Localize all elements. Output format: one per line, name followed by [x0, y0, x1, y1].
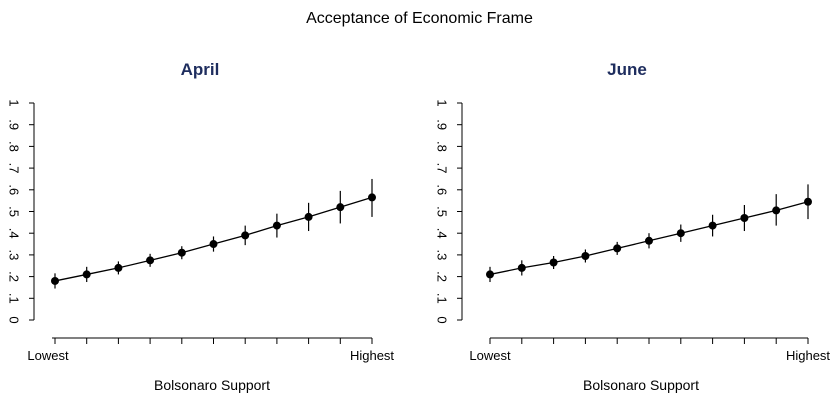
y-tick-label: 1	[7, 99, 22, 106]
x-axis-label: Bolsonaro Support	[583, 377, 699, 393]
data-point	[708, 221, 717, 230]
x-tick-label-highest: Highest	[350, 348, 394, 363]
y-tick-label: .5	[435, 206, 450, 217]
y-tick-label: .3	[7, 249, 22, 260]
y-tick-label: .4	[435, 228, 450, 239]
y-tick-label: 0	[435, 316, 450, 323]
data-point	[772, 206, 781, 215]
y-tick-label: 0	[7, 316, 22, 323]
panel-title-june: June	[607, 60, 647, 79]
data-point	[549, 258, 558, 267]
points-june	[486, 197, 812, 279]
data-point	[368, 193, 376, 202]
data-point	[304, 212, 313, 221]
data-point	[740, 214, 749, 223]
data-point	[241, 231, 250, 240]
data-point	[645, 236, 653, 245]
y-tick-label: .8	[7, 141, 22, 152]
data-point	[517, 263, 526, 272]
y-tick-label: 1	[435, 99, 450, 106]
y-tick-label: .7	[435, 163, 450, 174]
data-point	[51, 276, 59, 285]
error-bars-april	[54, 178, 373, 289]
x-tick-label-lowest: Lowest	[469, 348, 511, 363]
data-point	[336, 203, 345, 212]
y-tick-label: .2	[7, 271, 22, 282]
y-tick-label: .1	[7, 293, 22, 304]
panel-title-april: April	[181, 60, 220, 79]
x-axis-label: Bolsonaro Support	[154, 377, 270, 393]
y-tick-label: .1	[435, 293, 450, 304]
y-tick-label: .7	[7, 163, 22, 174]
y-tick-label: .9	[435, 119, 450, 130]
y-ticks-june: 0 .1 .2 .3 .4 .5 .6 .7 .8 .9 1	[435, 99, 462, 324]
data-point	[272, 221, 281, 230]
y-tick-label: .3	[435, 249, 450, 260]
data-point	[114, 263, 123, 272]
y-tick-label: .8	[435, 141, 450, 152]
data-point	[486, 270, 494, 279]
y-tick-label: .6	[435, 184, 450, 195]
y-tick-label: .9	[7, 119, 22, 130]
y-tick-label: .2	[435, 271, 450, 282]
panel-april: April Lowest Highest Bolsonaro Support 0…	[7, 60, 395, 393]
data-point	[209, 240, 218, 249]
chart-title: Acceptance of Economic Frame	[306, 10, 533, 27]
y-ticks-april: 0 .1 .2 .3 .4 .5 .6 .7 .8 .9 1	[7, 99, 34, 324]
points-april	[51, 193, 376, 285]
y-tick-label: .4	[7, 228, 22, 239]
x-tick-label-lowest: Lowest	[27, 348, 69, 363]
error-bars-june	[489, 184, 809, 283]
data-point	[177, 248, 186, 257]
x-tick-label-highest: Highest	[786, 348, 830, 363]
y-tick-label: .5	[7, 206, 22, 217]
y-tick-label: .6	[7, 184, 22, 195]
data-point	[676, 229, 685, 238]
data-point	[82, 270, 91, 279]
panel-june: June Lowest Highest Bolsonaro Support 0.…	[435, 60, 831, 393]
data-point	[581, 251, 590, 260]
data-point	[146, 256, 155, 265]
data-point	[613, 244, 622, 253]
data-point	[804, 197, 812, 206]
